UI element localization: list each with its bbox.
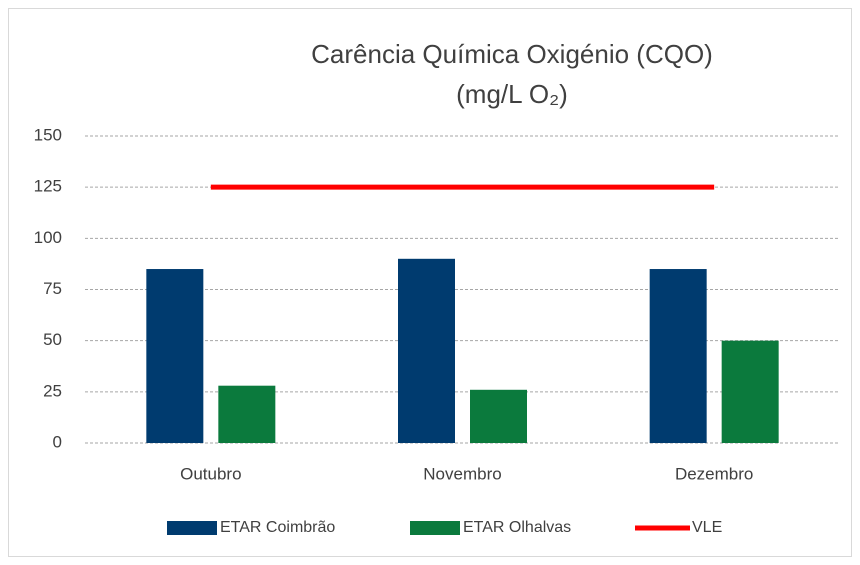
bar — [649, 269, 707, 443]
y-tick-label: 125 — [34, 177, 62, 196]
bar — [218, 385, 276, 443]
y-tick-label: 75 — [43, 279, 62, 298]
x-tick-label: Dezembro — [675, 464, 753, 483]
y-tick-label: 0 — [53, 432, 62, 451]
legend-swatch — [410, 521, 460, 535]
legend-swatch — [167, 521, 217, 535]
x-tick-label: Outubro — [180, 464, 241, 483]
x-tick-label: Novembro — [423, 464, 501, 483]
bar — [146, 269, 204, 443]
bar — [470, 389, 527, 443]
legend-label: VLE — [692, 519, 722, 536]
chart-subtitle: (mg/L O₂) — [456, 79, 568, 109]
legend-label: ETAR Olhalvas — [463, 519, 571, 536]
bar — [398, 258, 455, 443]
y-tick-label: 100 — [34, 228, 62, 247]
y-tick-label: 150 — [34, 125, 62, 144]
y-tick-label: 50 — [43, 330, 62, 349]
y-tick-label: 25 — [43, 381, 62, 400]
chart-title: Carência Química Oxigénio (CQO) — [311, 39, 713, 69]
legend-label: ETAR Coimbrão — [220, 519, 335, 536]
bar — [721, 340, 779, 443]
